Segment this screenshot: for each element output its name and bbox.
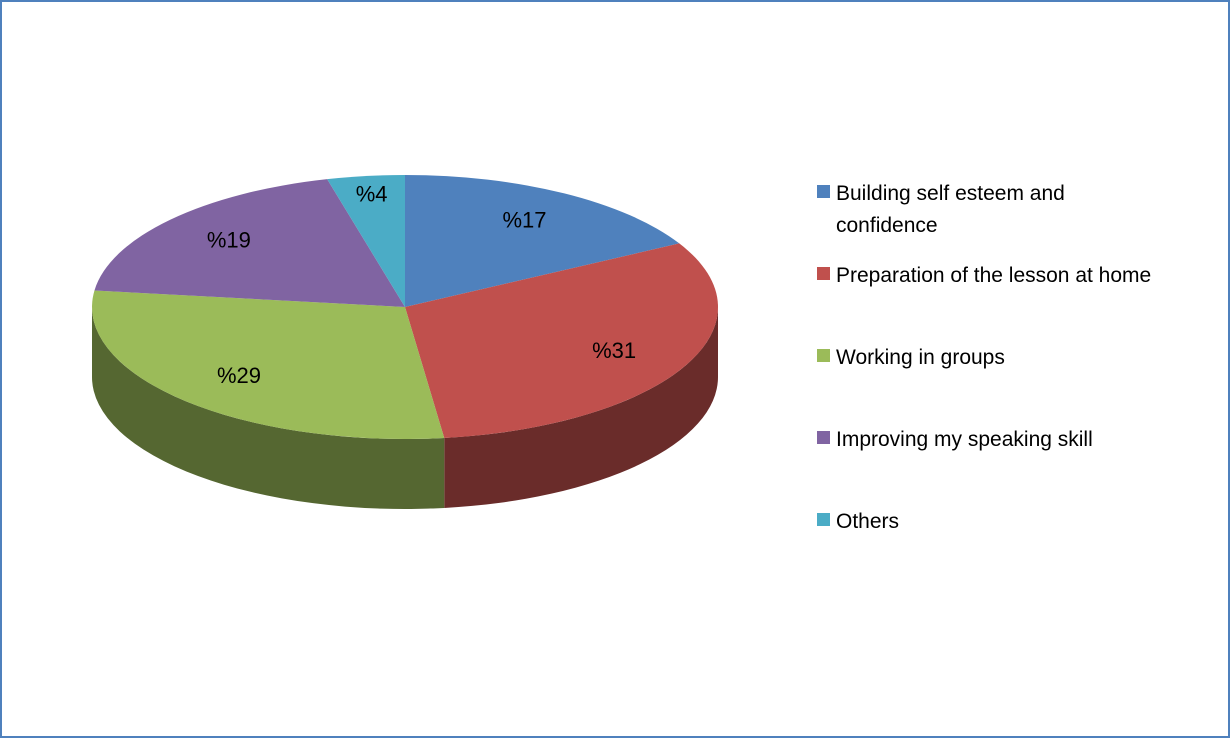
legend-item: Building self esteem and confidence [817, 178, 1217, 260]
data-label: %29 [217, 363, 261, 388]
legend-label: Others [836, 510, 900, 533]
data-label: %4 [356, 181, 388, 206]
legend-swatch [817, 513, 830, 526]
legend-label: Preparation of the lesson at home [836, 264, 1152, 287]
pie-slice [92, 290, 445, 439]
pie-side [444, 307, 718, 508]
data-label: %31 [592, 338, 636, 363]
legend-label: Building self esteem and confidence [836, 182, 1065, 237]
data-label: %19 [207, 227, 251, 252]
legend-swatch [817, 349, 830, 362]
legend-item: Others [817, 506, 1217, 588]
legend-item: Preparation of the lesson at home [817, 260, 1217, 342]
legend: Building self esteem and confidence Prepa… [817, 178, 1217, 588]
legend-swatch [817, 267, 830, 280]
data-label: %17 [502, 208, 546, 233]
legend-item: Improving my speaking skill [817, 424, 1217, 506]
pie-slice [405, 175, 680, 307]
pie-side [92, 307, 445, 510]
legend-swatch [817, 431, 830, 444]
legend-item: Working in groups [817, 342, 1217, 424]
legend-label: Working in groups [836, 346, 1005, 369]
pie-slice [405, 243, 718, 438]
pie-slice [94, 179, 405, 307]
pie-slice [327, 175, 405, 307]
legend-swatch [817, 185, 830, 198]
legend-label: Improving my speaking skill [836, 428, 1093, 451]
